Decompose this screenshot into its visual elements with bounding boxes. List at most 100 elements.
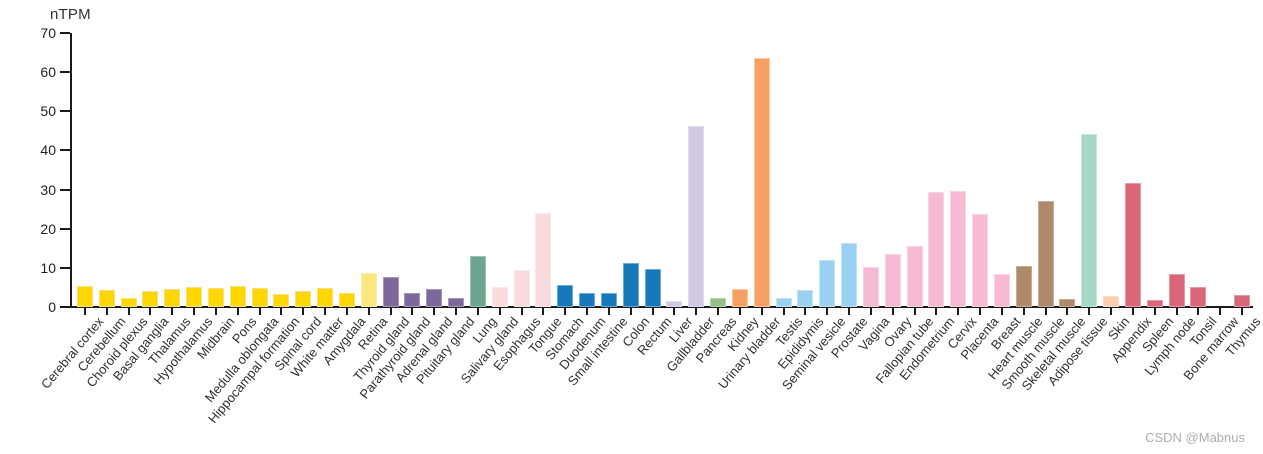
x-tick xyxy=(957,308,959,315)
bar-placenta xyxy=(972,214,988,307)
y-tick-label: 10 xyxy=(40,259,56,276)
x-tick xyxy=(521,308,523,315)
bar-endometrium xyxy=(928,192,944,307)
x-tick xyxy=(1088,308,1090,315)
y-tick-label: 0 xyxy=(48,299,56,315)
y-axis-line xyxy=(70,33,72,308)
x-tick xyxy=(84,308,86,315)
bar-epididymis xyxy=(797,290,813,307)
x-tick xyxy=(1045,308,1047,315)
x-tick xyxy=(1110,308,1112,315)
y-tick xyxy=(60,227,70,230)
x-tick xyxy=(499,308,501,315)
bar-cervix xyxy=(950,191,966,307)
bar-adrenal-gland xyxy=(426,289,442,307)
x-tick xyxy=(761,308,763,315)
x-tick xyxy=(1176,308,1178,315)
y-tick xyxy=(60,71,70,74)
bar-thalamus xyxy=(164,289,180,307)
y-tick-label: 60 xyxy=(40,64,56,81)
bar-spleen xyxy=(1147,300,1163,307)
y-tick-label: 40 xyxy=(40,142,56,159)
x-tick xyxy=(1241,308,1243,315)
x-tick xyxy=(193,308,195,315)
x-tick xyxy=(106,308,108,315)
x-tick xyxy=(1154,308,1156,315)
x-tick xyxy=(1132,308,1134,315)
bar-rectum xyxy=(645,269,661,307)
bar-retina xyxy=(361,273,377,307)
bar-pituitary-gland xyxy=(448,298,464,307)
bar-pons xyxy=(230,286,246,307)
x-tick xyxy=(826,308,828,315)
bar-amygdala xyxy=(339,293,355,307)
bar-pancreas xyxy=(710,298,726,307)
x-tick xyxy=(1197,308,1199,315)
x-tick xyxy=(652,308,654,315)
bar-thymus xyxy=(1234,295,1250,307)
bar-prostate xyxy=(841,243,857,307)
bar-testis xyxy=(776,298,792,307)
bar-adipose-tissue xyxy=(1081,134,1097,307)
x-tick xyxy=(324,308,326,315)
bar-liver xyxy=(666,301,682,307)
y-tick xyxy=(60,266,70,269)
bar-seminal-vesicle xyxy=(819,260,835,307)
bar-smooth-muscle xyxy=(1038,201,1054,307)
bar-duodenum xyxy=(579,293,595,307)
y-tick xyxy=(60,188,70,191)
bar-ovary xyxy=(885,254,901,307)
bar-spinal-cord xyxy=(295,291,311,307)
x-tick xyxy=(237,308,239,315)
x-tick xyxy=(1219,308,1221,315)
bar-vagina xyxy=(863,267,879,307)
x-tick xyxy=(935,308,937,315)
x-tick xyxy=(739,308,741,315)
bar-skin xyxy=(1103,296,1119,307)
x-tick xyxy=(870,308,872,315)
bar-parathyroid-gland xyxy=(404,293,420,307)
bar-heart-muscle xyxy=(1016,266,1032,307)
x-tick xyxy=(1001,308,1003,315)
x-tick xyxy=(586,308,588,315)
bar-hippocampal-formation xyxy=(273,294,289,307)
x-tick xyxy=(346,308,348,315)
bar-white-matter xyxy=(317,288,333,307)
bar-lymph-node xyxy=(1169,274,1185,307)
x-tick xyxy=(455,308,457,315)
x-tick xyxy=(673,308,675,315)
bar-lung xyxy=(470,256,486,307)
x-tick xyxy=(1066,308,1068,315)
bar-esophagus xyxy=(514,270,530,307)
x-tick xyxy=(149,308,151,315)
bar-cerebellum xyxy=(99,290,115,307)
x-tick xyxy=(979,308,981,315)
y-tick xyxy=(60,149,70,152)
bar-hypothalamus xyxy=(186,287,202,307)
x-tick xyxy=(717,308,719,315)
bar-fallopian-tube xyxy=(907,246,923,307)
bar-tonsil xyxy=(1190,287,1206,307)
bar-appendix xyxy=(1125,183,1141,307)
bar-tongue xyxy=(535,213,551,307)
x-tick xyxy=(892,308,894,315)
bar-skeletal-muscle xyxy=(1059,299,1075,307)
bar-thyroid-gland xyxy=(383,277,399,307)
y-tick-label: 70 xyxy=(40,25,56,41)
x-axis-line xyxy=(70,306,1253,308)
x-tick xyxy=(914,308,916,315)
watermark: CSDN @Mabnus xyxy=(1145,430,1245,445)
bar-breast xyxy=(994,274,1010,307)
x-tick xyxy=(390,308,392,315)
bar-colon xyxy=(623,263,639,307)
bar-kidney xyxy=(732,289,748,307)
x-tick xyxy=(783,308,785,315)
y-tick-label: 20 xyxy=(40,220,56,237)
x-tick xyxy=(542,308,544,315)
y-axis-title: nTPM xyxy=(50,6,91,23)
y-tick-label: 50 xyxy=(40,103,56,120)
y-tick-label: 30 xyxy=(40,181,56,198)
bar-small-intestine xyxy=(601,293,617,307)
bar-midbrain xyxy=(208,288,224,307)
